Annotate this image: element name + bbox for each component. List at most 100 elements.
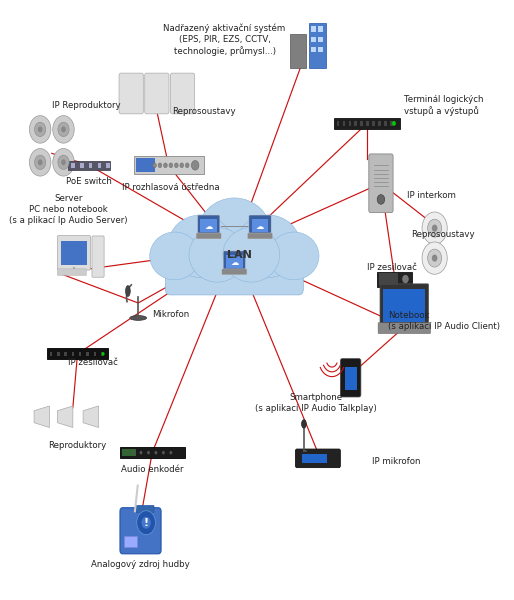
FancyBboxPatch shape [124, 536, 137, 547]
Circle shape [58, 155, 69, 170]
Ellipse shape [168, 215, 233, 278]
Ellipse shape [189, 227, 246, 282]
Circle shape [170, 451, 172, 454]
Circle shape [180, 163, 183, 168]
Circle shape [186, 163, 189, 168]
Circle shape [34, 155, 46, 170]
FancyBboxPatch shape [337, 121, 339, 126]
Text: !: ! [143, 518, 149, 527]
FancyBboxPatch shape [342, 121, 345, 126]
Circle shape [38, 127, 43, 133]
Text: Reproduktory: Reproduktory [48, 440, 106, 449]
Text: IP mikrofon: IP mikrofon [372, 457, 420, 466]
FancyBboxPatch shape [296, 449, 340, 467]
FancyBboxPatch shape [369, 154, 393, 212]
FancyBboxPatch shape [101, 352, 103, 356]
FancyBboxPatch shape [378, 121, 381, 126]
Text: Analogový zdroj hudby: Analogový zdroj hudby [91, 560, 190, 569]
FancyBboxPatch shape [120, 508, 161, 554]
FancyBboxPatch shape [379, 274, 398, 285]
FancyBboxPatch shape [122, 449, 136, 456]
FancyBboxPatch shape [377, 272, 412, 287]
FancyBboxPatch shape [311, 47, 316, 52]
FancyBboxPatch shape [166, 243, 303, 295]
Ellipse shape [125, 286, 130, 296]
FancyBboxPatch shape [222, 269, 247, 275]
Circle shape [38, 160, 43, 166]
FancyBboxPatch shape [226, 255, 243, 268]
FancyBboxPatch shape [119, 73, 143, 114]
FancyBboxPatch shape [89, 163, 93, 168]
FancyBboxPatch shape [383, 289, 425, 322]
FancyBboxPatch shape [372, 121, 375, 126]
Ellipse shape [150, 232, 200, 280]
Text: Notebook
(s aplikací IP Audio Client): Notebook (s aplikací IP Audio Client) [388, 311, 500, 331]
Text: Server
PC nebo notebook
(s a plikací Ip Audio Server): Server PC nebo notebook (s a plikací Ip … [9, 194, 127, 225]
FancyBboxPatch shape [348, 121, 352, 126]
Text: ☁: ☁ [230, 258, 238, 267]
Circle shape [422, 212, 447, 244]
FancyBboxPatch shape [94, 352, 96, 356]
FancyBboxPatch shape [58, 269, 86, 275]
FancyBboxPatch shape [378, 323, 430, 334]
Text: Nadřazený aktivační systém
(EPS, PIR, EZS, CCTV,
technologie, průmysl...): Nadřazený aktivační systém (EPS, PIR, EZ… [163, 23, 286, 56]
Ellipse shape [236, 215, 301, 278]
Circle shape [422, 242, 447, 274]
FancyBboxPatch shape [120, 447, 185, 458]
Ellipse shape [223, 227, 280, 282]
Polygon shape [83, 406, 99, 428]
Circle shape [61, 127, 66, 133]
Text: IP zesilovač: IP zesilovač [68, 358, 118, 367]
Circle shape [29, 149, 51, 176]
FancyBboxPatch shape [252, 219, 268, 232]
Text: Audio enkodér: Audio enkodér [121, 464, 183, 473]
Circle shape [428, 219, 442, 237]
Circle shape [392, 121, 396, 126]
Circle shape [377, 194, 384, 204]
FancyBboxPatch shape [72, 352, 74, 356]
Text: Reprosoustavy: Reprosoustavy [411, 230, 475, 239]
Polygon shape [34, 406, 49, 428]
Circle shape [34, 122, 46, 137]
Text: ☁: ☁ [256, 222, 264, 231]
FancyBboxPatch shape [390, 121, 393, 126]
FancyBboxPatch shape [57, 352, 60, 356]
FancyBboxPatch shape [311, 37, 316, 42]
Circle shape [61, 160, 66, 166]
Text: Mikrofon: Mikrofon [152, 310, 190, 319]
Circle shape [163, 163, 167, 168]
FancyBboxPatch shape [200, 219, 217, 232]
Circle shape [141, 517, 151, 529]
FancyBboxPatch shape [249, 215, 271, 235]
FancyBboxPatch shape [360, 121, 363, 126]
FancyBboxPatch shape [50, 352, 52, 356]
FancyBboxPatch shape [344, 367, 357, 390]
Circle shape [153, 163, 156, 168]
FancyBboxPatch shape [311, 26, 316, 32]
FancyBboxPatch shape [79, 352, 81, 356]
Polygon shape [58, 406, 73, 428]
FancyBboxPatch shape [197, 215, 220, 235]
Circle shape [58, 122, 69, 137]
Circle shape [53, 116, 74, 143]
FancyBboxPatch shape [334, 118, 399, 129]
Circle shape [428, 249, 442, 267]
Circle shape [162, 451, 165, 454]
FancyBboxPatch shape [64, 352, 67, 356]
Text: Reprosoustavy: Reprosoustavy [172, 107, 235, 116]
FancyBboxPatch shape [318, 26, 323, 32]
FancyBboxPatch shape [106, 163, 110, 168]
FancyBboxPatch shape [366, 121, 369, 126]
FancyBboxPatch shape [384, 121, 387, 126]
FancyBboxPatch shape [134, 157, 204, 174]
FancyBboxPatch shape [196, 233, 222, 239]
Circle shape [147, 451, 150, 454]
Ellipse shape [302, 420, 306, 428]
Text: IP rozhlasová ústředna: IP rozhlasová ústředna [122, 183, 219, 192]
FancyBboxPatch shape [247, 233, 272, 239]
FancyBboxPatch shape [92, 236, 104, 277]
FancyBboxPatch shape [136, 505, 154, 512]
Circle shape [132, 451, 135, 454]
FancyBboxPatch shape [145, 73, 169, 114]
FancyBboxPatch shape [58, 235, 90, 270]
